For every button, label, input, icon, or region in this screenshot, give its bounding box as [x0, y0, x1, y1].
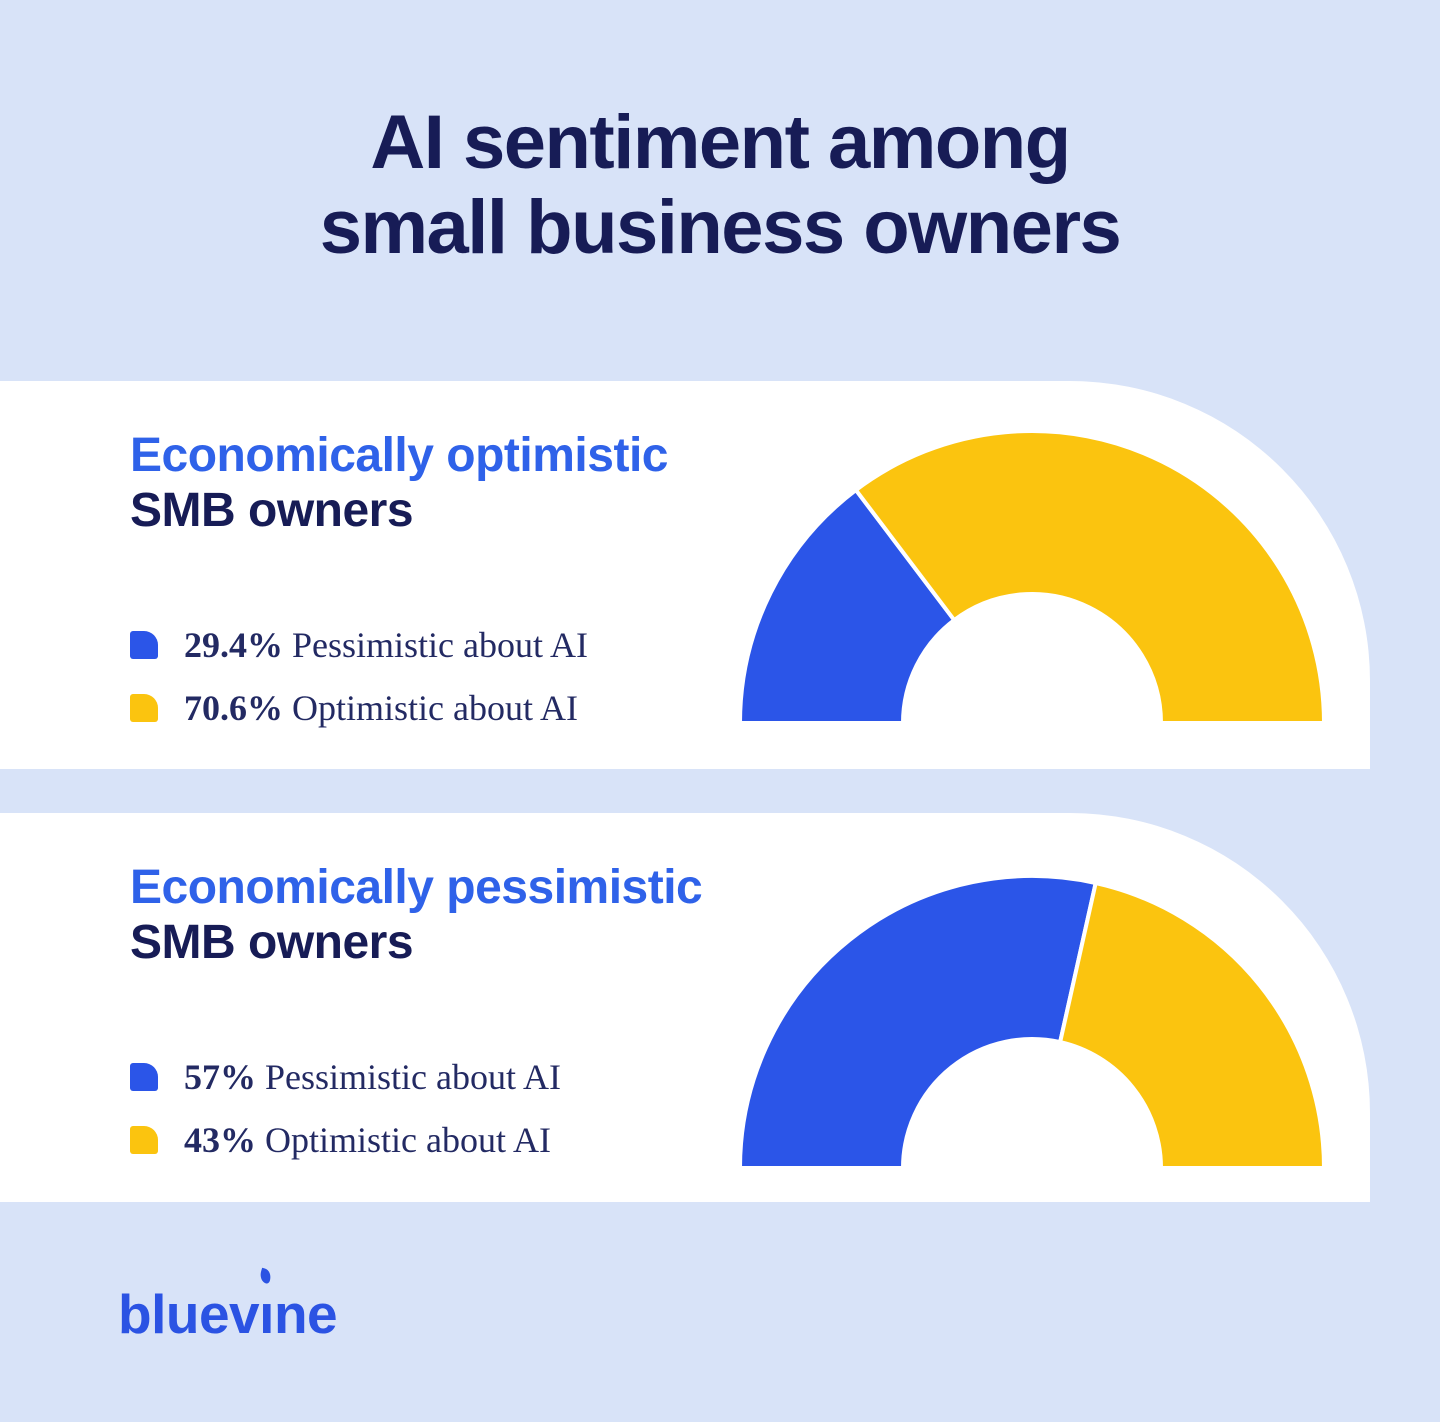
half-donut-chart-optimistic [737, 429, 1327, 725]
logo-text-right: ne [273, 1283, 338, 1345]
legend-label: 43% Optimistic about AI [184, 1119, 551, 1161]
legend-item-optimistic: 43% Optimistic about AI [130, 1120, 1370, 1160]
legend-value: 70.6% [184, 688, 283, 729]
legend-value: 57% [184, 1057, 256, 1098]
bluevine-logo: bluevı ne [118, 1267, 338, 1346]
page-title-line1: AI sentiment among [370, 100, 1071, 185]
legend-desc: Pessimistic about AI [292, 625, 588, 666]
logo-text-left: bluev [118, 1283, 260, 1345]
legend-value: 29.4% [184, 625, 283, 666]
card-heading: Economically pessimistic SMB owners [0, 813, 1370, 970]
card-heading-rest: SMB owners [130, 484, 414, 538]
legend-swatch-yellow [130, 694, 158, 723]
legend-swatch-blue [130, 631, 158, 660]
card-heading-accent: Economically pessimistic [130, 861, 703, 914]
legend-item-pessimistic: 57% Pessimistic about AI [130, 1057, 1370, 1097]
legend-desc: Optimistic about AI [265, 1120, 551, 1161]
card-heading: Economically optimistic SMB owners [0, 381, 1370, 538]
legend: 29.4% Pessimistic about AI 70.6% Optimis… [130, 625, 1370, 728]
half-donut-chart-pessimistic [737, 874, 1327, 1170]
legend-swatch-yellow [130, 1126, 158, 1155]
legend-label: 57% Pessimistic about AI [184, 1056, 561, 1098]
card-economically-pessimistic: Economically pessimistic SMB owners 57% … [0, 813, 1370, 1202]
card-heading-rest: SMB owners [130, 916, 414, 970]
page-title-line2: small business owners [319, 185, 1122, 271]
logo-letter-i: ı [258, 1267, 274, 1346]
legend: 57% Pessimistic about AI 43% Optimistic … [130, 1057, 1370, 1160]
legend-swatch-blue [130, 1063, 158, 1092]
legend-desc: Pessimistic about AI [265, 1057, 561, 1098]
legend-desc: Optimistic about AI [292, 688, 578, 729]
legend-item-pessimistic: 29.4% Pessimistic about AI [130, 625, 1370, 665]
legend-item-optimistic: 70.6% Optimistic about AI [130, 688, 1370, 728]
legend-label: 29.4% Pessimistic about AI [184, 624, 588, 666]
donut-slice [1057, 880, 1327, 1170]
card-heading-accent: Economically optimistic [130, 429, 668, 482]
legend-label: 70.6% Optimistic about AI [184, 687, 578, 729]
leaf-icon [258, 1267, 273, 1285]
donut-slice [737, 874, 1099, 1170]
donut-slice [737, 487, 958, 725]
card-economically-optimistic: Economically optimistic SMB owners 29.4%… [0, 381, 1370, 769]
donut-slice [853, 429, 1327, 725]
legend-value: 43% [184, 1120, 256, 1161]
page-title: AI sentiment among small business owners [0, 100, 1440, 270]
